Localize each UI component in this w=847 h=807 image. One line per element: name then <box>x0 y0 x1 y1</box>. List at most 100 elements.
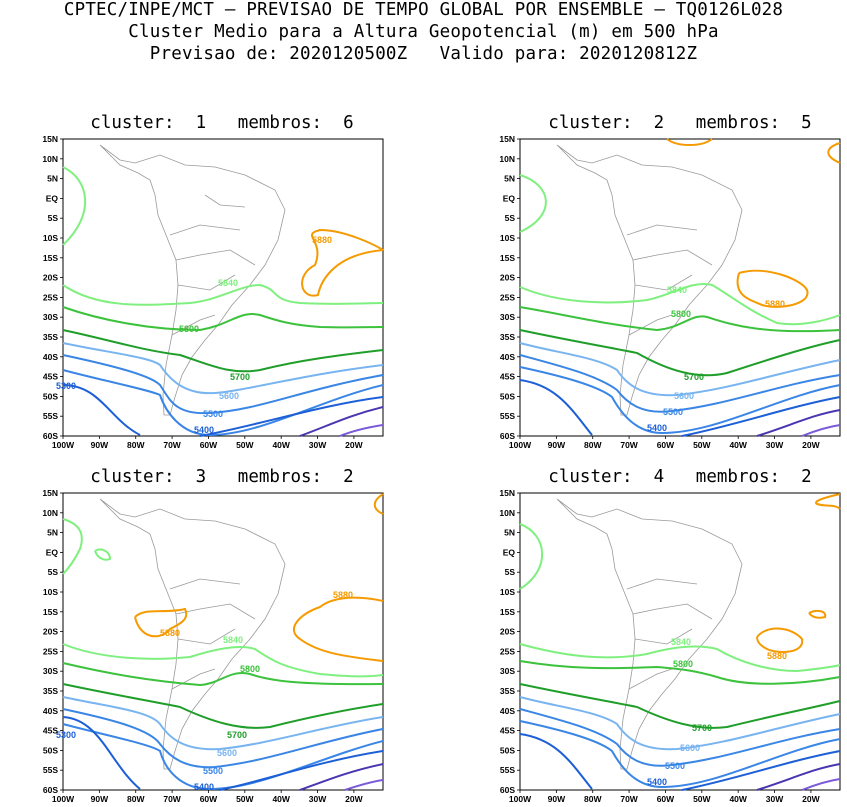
lat-tick-label: 60S <box>500 431 515 441</box>
lon-tick-label: 20W <box>802 794 820 804</box>
map-panel-4: 5880 5840 5800 5700 5600 5500 5400 15N 10… <box>499 488 841 804</box>
contour-label-5880: 5880 <box>767 651 787 661</box>
lat-tick-label: 35S <box>43 686 58 696</box>
lat-tick-label: 45S <box>43 372 58 382</box>
lat-tick-label: 15S <box>43 253 58 263</box>
lat-tick-label: EQ <box>503 193 516 203</box>
lat-tick-label: EQ <box>46 193 59 203</box>
lat-tick-label: 30S <box>43 666 58 676</box>
contour-label-5500: 5500 <box>663 407 683 417</box>
contour-5700 <box>62 683 384 729</box>
lat-tick-label: 30S <box>500 666 515 676</box>
lat-tick-label: 60S <box>500 785 515 795</box>
lat-tick-label: 5S <box>48 567 59 577</box>
lat-tick-label: 50S <box>43 391 58 401</box>
panel-title-4: cluster: 4 membros: 2 <box>548 467 812 487</box>
lat-tick-label: 25S <box>500 646 515 656</box>
contour-5700 <box>519 329 841 377</box>
contour-label-5500: 5500 <box>665 761 685 771</box>
axis-ticks: 15N10N5NEQ5S10S15S20S25S30S35S40S45S50S5… <box>499 488 820 804</box>
contour-deep-2 <box>801 424 841 437</box>
lat-tick-label: 20S <box>500 627 515 637</box>
lat-tick-label: 25S <box>43 646 58 656</box>
contour-5300 <box>519 733 841 791</box>
lat-tick-label: 5S <box>505 567 516 577</box>
contour-lines <box>519 493 841 791</box>
lat-tick-label: 45S <box>500 726 515 736</box>
lat-tick-label: 5S <box>505 213 516 223</box>
lon-tick-label: 80W <box>127 440 145 450</box>
contour-label-5400: 5400 <box>194 782 214 792</box>
contour-5700 <box>62 329 384 373</box>
lon-tick-label: 70W <box>620 440 638 450</box>
header-line-1: CPTEC/INPE/MCT – PREVISAO DE TEMPO GLOBA… <box>63 0 784 20</box>
contour-label-5700: 5700 <box>230 372 250 382</box>
contour-5880-corner <box>827 142 841 164</box>
lon-tick-label: 40W <box>729 794 747 804</box>
map-frame <box>62 138 384 437</box>
lon-tick-label: 90W <box>91 794 109 804</box>
contour-deep-1 <box>756 763 841 791</box>
contour-5840 <box>519 283 841 326</box>
contour-5500 <box>62 708 384 769</box>
header-line-3: Previsao de: 2020120500Z Valido para: 20… <box>149 44 698 64</box>
lat-tick-label: 20S <box>43 627 58 637</box>
contour-5300 <box>62 716 384 791</box>
contour-5500 <box>62 354 384 415</box>
lat-tick-label: 55S <box>500 765 515 775</box>
contour-5500 <box>519 354 841 413</box>
map-frame <box>519 492 841 791</box>
lat-tick-label: 45S <box>43 726 58 736</box>
lat-tick-label: 10N <box>42 508 58 518</box>
lon-tick-label: 90W <box>548 794 566 804</box>
contour-label-5400: 5400 <box>194 425 214 435</box>
lon-tick-label: 70W <box>620 794 638 804</box>
lon-tick-label: 40W <box>272 440 290 450</box>
panel-title-2: cluster: 2 membros: 5 <box>548 113 812 133</box>
contour-deep-1 <box>756 409 841 437</box>
contour-labels: 5880 5840 5800 5700 5600 5500 5400 <box>647 285 785 433</box>
panel-title-3: cluster: 3 membros: 2 <box>90 467 354 487</box>
contour-5600 <box>62 342 384 395</box>
lon-tick-label: 40W <box>729 440 747 450</box>
lon-tick-label: 30W <box>766 440 784 450</box>
contour-label-5880: 5880 <box>312 235 332 245</box>
lat-tick-label: 15N <box>42 134 58 144</box>
contour-5880-corner <box>815 493 841 510</box>
lat-tick-label: 10N <box>42 154 58 164</box>
lat-tick-label: 20S <box>43 273 58 283</box>
lon-tick-label: 70W <box>163 440 181 450</box>
lat-tick-label: 60S <box>43 431 58 441</box>
lon-tick-label: 60W <box>657 440 675 450</box>
contour-label-5400: 5400 <box>647 423 667 433</box>
lat-tick-label: 10N <box>499 508 515 518</box>
contour-5840 <box>519 643 841 673</box>
contour-label-5880: 5880 <box>765 299 785 309</box>
contour-label-5800: 5800 <box>673 659 693 669</box>
lat-tick-label: 40S <box>500 352 515 362</box>
lon-tick-label: 90W <box>548 440 566 450</box>
contour-deep-1 <box>299 763 384 791</box>
lon-tick-label: 20W <box>345 794 363 804</box>
lat-tick-label: 60S <box>43 785 58 795</box>
lat-tick-label: 35S <box>500 332 515 342</box>
contour-deep-2 <box>339 424 384 437</box>
contour-5880-top <box>666 138 713 146</box>
lat-tick-label: 15S <box>500 607 515 617</box>
contour-label-5840: 5840 <box>218 278 238 288</box>
lat-tick-label: 35S <box>43 332 58 342</box>
lat-tick-label: 30S <box>43 312 58 322</box>
lat-tick-label: 40S <box>43 352 58 362</box>
axis-ticks: 15N10N5NEQ5S10S15S20S25S30S35S40S45S50S5… <box>42 488 363 804</box>
contour-5880-closed-east <box>292 596 384 662</box>
lon-tick-label: 30W <box>309 440 327 450</box>
contour-5800 <box>519 306 841 333</box>
lon-tick-label: 50W <box>693 794 711 804</box>
contour-label-5300: 5300 <box>56 381 76 391</box>
lat-tick-label: 10S <box>500 233 515 243</box>
coastline-outline <box>556 498 743 770</box>
lon-tick-label: 40W <box>272 794 290 804</box>
lat-tick-label: 50S <box>500 391 515 401</box>
lat-tick-label: 15N <box>499 488 515 498</box>
contour-label-5840: 5840 <box>671 637 691 647</box>
